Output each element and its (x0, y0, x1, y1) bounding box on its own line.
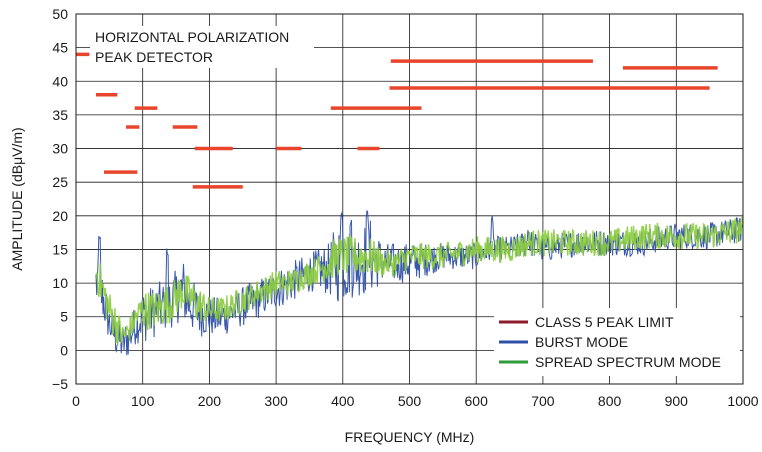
x-tick-label: 0 (72, 393, 80, 409)
legend-item-class5-label: CLASS 5 PEAK LIMIT (535, 314, 674, 330)
x-tick-label: 800 (598, 393, 622, 409)
plot-frame (75, 13, 744, 385)
tick-labels: 0 100 200 300 400 500 600 700 800 900 1000−5051015… (52, 6, 759, 409)
y-tick-label: 25 (52, 174, 68, 190)
x-tick-label: 200 (198, 393, 222, 409)
y-tick-label: 50 (52, 6, 68, 22)
x-tick-label: 100 (131, 393, 155, 409)
traces (95, 210, 744, 356)
legend: CLASS 5 PEAK LIMIT BURST MODE SPREAD SPECT… (494, 308, 740, 376)
y-tick-label: 45 (52, 40, 68, 56)
annotation-line-2: PEAK DETECTOR (95, 49, 213, 65)
y-tick-label: 5 (60, 309, 68, 325)
x-tick-label: 1000 (727, 393, 758, 409)
annotation-line-1: HORIZONTAL POLARIZATION (95, 29, 289, 45)
y-tick-label: 20 (52, 208, 68, 224)
x-tick-label: 900 (665, 393, 689, 409)
x-axis-label: FREQUENCY (MHz) (345, 429, 475, 445)
x-tick-label: 400 (331, 393, 355, 409)
y-tick-label: 0 (60, 342, 68, 358)
y-tick-label: 35 (52, 107, 68, 123)
series-trace-spread (95, 216, 744, 346)
y-tick-label: 30 (52, 141, 68, 157)
y-axis-label: AMPLITUDE (dBμV/m) (9, 127, 25, 270)
legend-item-spread-label: SPREAD SPECTRUM MODE (535, 354, 721, 370)
annotation-background (90, 26, 314, 68)
x-tick-label: 300 (264, 393, 288, 409)
y-tick-label: 10 (52, 275, 68, 291)
x-tick-label: 500 (398, 393, 422, 409)
y-tick-label: 40 (52, 73, 68, 89)
annotation-box: HORIZONTAL POLARIZATION PEAK DETECTOR (90, 26, 314, 68)
y-tick-label: 15 (52, 241, 68, 257)
legend-item-burst-label: BURST MODE (535, 334, 628, 350)
y-tick-label: −5 (52, 376, 68, 392)
x-tick-label: 600 (465, 393, 489, 409)
x-tick-label: 700 (531, 393, 555, 409)
legend-background (494, 308, 740, 376)
limit-lines (76, 52, 718, 189)
